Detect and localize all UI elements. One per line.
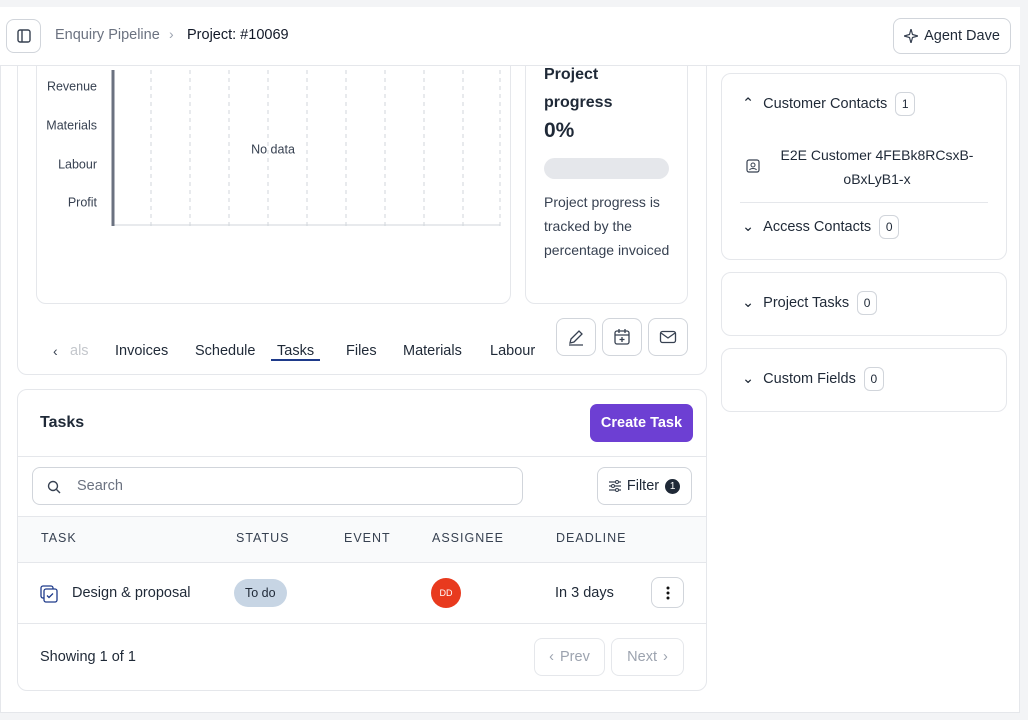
filter-count: 1 (665, 478, 681, 494)
chart: Revenue Materials Labour Profit No data (46, 70, 501, 230)
contact-icon (746, 159, 760, 173)
tab[interactable]: Invoices (115, 343, 169, 359)
divider (740, 202, 988, 203)
chevron: ⌄ (742, 371, 755, 387)
showing-text: Showing 1 of 1 (40, 649, 136, 665)
section-title: Access Contacts (763, 219, 872, 235)
progress-bar (544, 158, 669, 179)
column-header[interactable]: ASSIGNEE (432, 531, 504, 545)
contact-name[interactable]: E2E Customer 4FEBk8RCsxB-oBxLyB1-x (780, 147, 974, 187)
task-icon (40, 585, 58, 603)
prev-arrow: ‹ (549, 649, 554, 665)
header: Enquiry Pipeline › Project: #10069 Agent… (0, 7, 1020, 66)
tab[interactable]: Materials (403, 343, 462, 359)
chart-card (36, 66, 511, 304)
filter-icon (608, 480, 621, 492)
next-label: Next (627, 649, 657, 665)
progress-description: Project progress is tracked by the perce… (544, 194, 670, 258)
chevron: ⌃ (742, 96, 755, 112)
section-header[interactable]: ⌄ Access Contacts 0 (742, 215, 900, 239)
section-title: Customer Contacts (763, 96, 888, 112)
prev-button[interactable]: ‹ Prev (534, 638, 605, 676)
content-inner: Revenue Materials Labour Profit No data … (0, 66, 1020, 713)
column-header: EVENT (344, 531, 391, 545)
progress-value: 0% (544, 119, 575, 142)
agent-button[interactable]: Agent Dave (893, 18, 1011, 54)
sparkle-icon (904, 29, 919, 43)
search-icon (47, 480, 61, 494)
menu-icon (666, 586, 669, 599)
section-header[interactable]: ⌄ Custom Fields 0 (742, 367, 884, 391)
next-button[interactable]: Next › (611, 638, 684, 676)
tab[interactable]: Tasks (271, 343, 321, 361)
tab-scroll-left[interactable]: ‹ (53, 343, 58, 359)
edit-button[interactable] (556, 318, 596, 356)
search-placeholder: Search (77, 478, 123, 494)
section-count: 0 (857, 291, 878, 315)
calendar-button[interactable] (602, 318, 642, 356)
edit-icon (569, 330, 583, 346)
project-tasks-card (721, 272, 1007, 336)
tasks-title: Tasks (40, 414, 85, 431)
content: Revenue Materials Labour Profit No data … (0, 66, 1020, 713)
category-label: Profit (68, 195, 98, 209)
prev-label: Prev (560, 649, 590, 665)
section-title: Custom Fields (763, 371, 856, 387)
filter-label: Filter (626, 478, 660, 494)
table-header (18, 516, 706, 563)
agent-label: Agent Dave (924, 28, 1000, 44)
breadcrumb-current: Project: #10069 (187, 27, 289, 43)
search-input[interactable]: Search (32, 467, 523, 505)
progress-card: Project progress 0% Project progress is … (525, 66, 688, 304)
tab[interactable]: Files (346, 343, 377, 359)
section-header[interactable]: ⌃ Customer Contacts 1 (742, 92, 916, 116)
section-header[interactable]: ⌄ Project Tasks 0 (742, 291, 878, 315)
row-divider (18, 623, 706, 624)
breadcrumb-link[interactable]: Enquiry Pipeline (55, 27, 160, 43)
task-name[interactable]: Design & proposal (72, 585, 191, 601)
mail-button[interactable] (648, 318, 688, 356)
progress-title: Project progress (544, 66, 613, 111)
divider (18, 456, 706, 457)
tab[interactable]: Labour (490, 343, 536, 359)
section-title: Project Tasks (763, 295, 850, 311)
category-label: Labour (58, 157, 97, 171)
category-label: Materials (46, 118, 97, 132)
section-count: 0 (879, 215, 900, 239)
create-task-button[interactable]: Create Task (590, 404, 693, 442)
grid (150, 70, 501, 230)
row-menu[interactable] (651, 577, 684, 608)
mail-icon (659, 330, 677, 344)
breadcrumb-sep: › (169, 26, 174, 42)
column-header[interactable]: DEADLINE (556, 531, 627, 545)
next-arrow: › (662, 649, 668, 665)
category-label: Revenue (47, 79, 97, 93)
tab[interactable]: Schedule (195, 343, 256, 359)
column-header[interactable]: TASK (41, 531, 77, 545)
tab[interactable]: als (70, 343, 89, 359)
empty-text: No data (251, 142, 295, 156)
sidebar-toggle[interactable] (6, 19, 41, 53)
column-header[interactable]: STATUS (236, 531, 290, 545)
toggle-icon (16, 29, 31, 43)
chevron: ⌄ (742, 219, 755, 235)
section-count: 1 (895, 92, 916, 116)
calendar-icon (614, 329, 630, 345)
chevron: ⌄ (742, 295, 755, 311)
status-pill: To do (234, 579, 287, 607)
filter-button[interactable]: Filter 1 (597, 467, 692, 505)
section-count: 0 (863, 367, 884, 391)
contacts-card (721, 73, 1007, 260)
assignee-avatar: DD (431, 578, 461, 608)
deadline: In 3 days (555, 585, 614, 601)
